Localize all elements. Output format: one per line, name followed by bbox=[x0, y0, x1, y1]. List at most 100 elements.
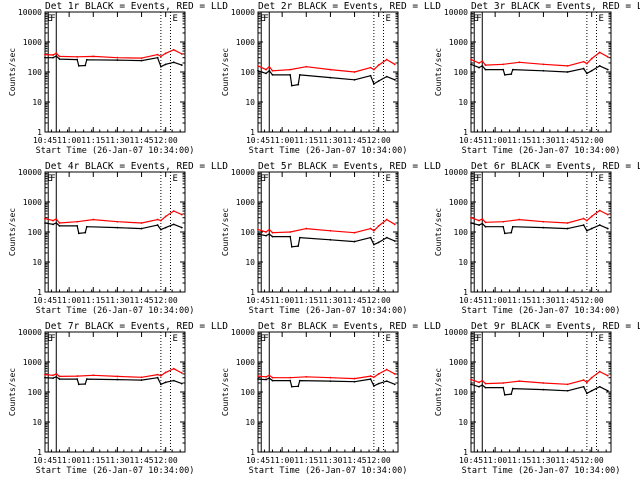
marker-label: F bbox=[50, 14, 55, 24]
data-point-lld bbox=[478, 381, 480, 384]
data-point-lld bbox=[542, 220, 545, 223]
y-tick-label: 10000 bbox=[231, 8, 255, 17]
y-tick-label: 10000 bbox=[444, 328, 468, 337]
x-tick-label: 10:45 bbox=[246, 296, 270, 305]
data-point-lld bbox=[582, 217, 585, 220]
data-point-events bbox=[369, 74, 372, 77]
data-point-events bbox=[156, 56, 159, 59]
data-point-events bbox=[77, 232, 80, 235]
data-point-lld bbox=[329, 68, 332, 71]
data-point-lld bbox=[159, 374, 162, 377]
data-point-events bbox=[478, 385, 480, 388]
x-tick-label: 12:00 bbox=[154, 296, 178, 305]
data-point-lld bbox=[566, 222, 569, 224]
marker-label: E bbox=[260, 334, 265, 344]
y-tick-label: 1 bbox=[463, 448, 468, 457]
marker-label: E bbox=[173, 334, 178, 344]
plot-frame bbox=[470, 171, 612, 293]
data-point-lld bbox=[268, 65, 271, 68]
data-point-events bbox=[481, 64, 484, 67]
data-point-lld bbox=[385, 368, 388, 371]
data-point-events bbox=[290, 245, 293, 248]
data-point-lld bbox=[76, 55, 79, 58]
x-tick-label: 11:45 bbox=[556, 136, 580, 145]
data-point-events bbox=[180, 64, 183, 66]
x-axis-label: Start Time (26-Jan-07 10:34:00) bbox=[249, 146, 408, 156]
data-point-lld bbox=[180, 213, 183, 216]
data-point-events bbox=[77, 64, 80, 67]
data-point-lld bbox=[156, 218, 159, 221]
data-point-events bbox=[353, 240, 356, 243]
data-point-lld bbox=[353, 377, 356, 380]
marker-label: E bbox=[599, 174, 604, 184]
data-point-events bbox=[271, 74, 274, 76]
x-tick-label: 11:15 bbox=[81, 456, 105, 465]
x-tick-label: 12:00 bbox=[580, 296, 604, 305]
data-point-events bbox=[478, 224, 480, 226]
panel-title: Det 5r BLACK = Events, RED = LLD bbox=[258, 161, 441, 172]
data-point-events bbox=[180, 226, 183, 229]
data-point-events bbox=[55, 222, 58, 224]
y-tick-label: 100 bbox=[28, 68, 43, 77]
panel-title: Det 3r BLACK = Events, RED = LLD bbox=[471, 1, 640, 12]
data-point-lld bbox=[377, 373, 380, 375]
data-point-lld bbox=[393, 223, 396, 226]
data-point-events bbox=[76, 378, 79, 380]
y-tick-label: 1000 bbox=[23, 358, 42, 367]
x-tick-label: 11:15 bbox=[81, 136, 105, 145]
data-point-events bbox=[290, 84, 293, 87]
data-point-lld bbox=[518, 218, 521, 221]
data-point-events bbox=[268, 233, 271, 236]
x-tick-label: 11:30 bbox=[318, 296, 342, 305]
panel-title: Det 9r BLACK = Events, RED = LLD bbox=[471, 321, 640, 332]
data-point-events bbox=[44, 56, 46, 59]
data-point-lld bbox=[271, 376, 274, 379]
data-point-events bbox=[116, 378, 119, 381]
data-point-lld bbox=[172, 210, 175, 212]
data-point-lld bbox=[369, 375, 372, 377]
data-point-lld bbox=[518, 61, 521, 64]
x-tick-label: 11:15 bbox=[507, 136, 531, 145]
panel-det-6: Det 6r BLACK = Events, RED = LLD 1 10 100 10… bbox=[434, 161, 640, 316]
panel-title: Det 7r BLACK = Events, RED = LLD bbox=[45, 321, 228, 332]
data-point-lld bbox=[377, 64, 380, 66]
x-axis-label: Start Time (26-Jan-07 10:34:00) bbox=[249, 306, 408, 316]
x-tick-label: 10:45 bbox=[246, 136, 270, 145]
data-point-events bbox=[598, 224, 601, 226]
data-point-events bbox=[159, 65, 162, 68]
x-tick-label: 12:00 bbox=[367, 456, 391, 465]
data-point-lld bbox=[116, 375, 119, 378]
data-point-lld bbox=[585, 381, 588, 384]
data-point-events bbox=[566, 389, 569, 392]
y-tick-label: 1000 bbox=[449, 358, 468, 367]
data-point-events bbox=[268, 377, 271, 380]
data-point-events bbox=[257, 233, 259, 236]
x-axis-label: Start Time (26-Jan-07 10:34:00) bbox=[462, 146, 621, 156]
data-point-lld bbox=[164, 371, 167, 374]
data-point-lld bbox=[164, 52, 167, 55]
data-point-events bbox=[582, 224, 585, 226]
data-point-events bbox=[353, 380, 356, 383]
y-tick-label: 10 bbox=[32, 258, 42, 267]
data-point-lld bbox=[140, 57, 143, 60]
data-point-lld bbox=[265, 68, 267, 71]
panel-det-4: Det 4r BLACK = Events, RED = LLD 1 10 100 10… bbox=[8, 161, 228, 316]
marker-label: F bbox=[263, 174, 268, 184]
data-point-lld bbox=[598, 51, 601, 54]
data-point-lld bbox=[265, 231, 267, 233]
data-point-lld bbox=[44, 53, 46, 56]
data-point-events bbox=[289, 235, 292, 238]
data-point-events bbox=[503, 232, 506, 235]
data-point-events bbox=[76, 224, 79, 227]
data-point-lld bbox=[265, 375, 267, 378]
x-tick-label: 12:00 bbox=[580, 456, 604, 465]
marker-label: E bbox=[473, 334, 478, 344]
series-line-events bbox=[470, 222, 609, 234]
y-tick-label: 1 bbox=[463, 288, 468, 297]
data-point-events bbox=[265, 72, 267, 75]
data-point-lld bbox=[598, 370, 601, 373]
data-point-events bbox=[542, 226, 545, 229]
data-point-events bbox=[85, 58, 88, 61]
x-tick-label: 11:30 bbox=[531, 296, 555, 305]
data-point-events bbox=[172, 379, 175, 382]
